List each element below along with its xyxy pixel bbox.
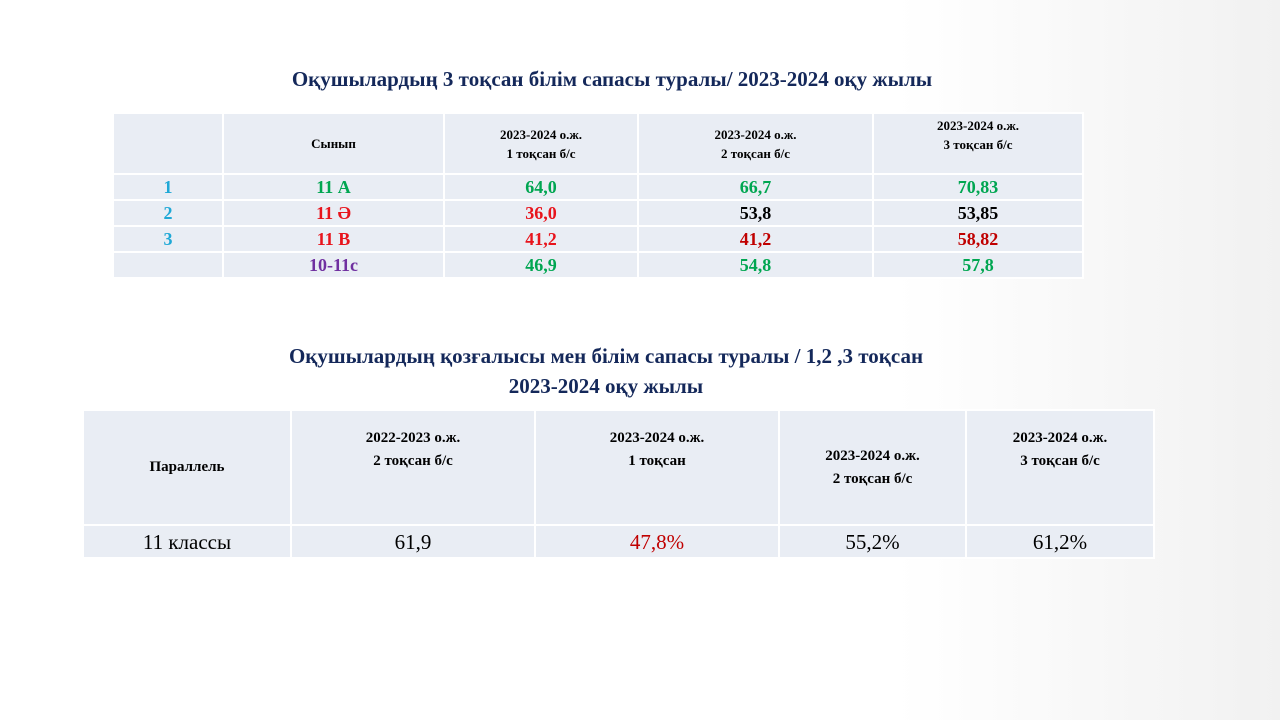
row-2023-q3: 61,2%	[965, 524, 1155, 559]
header-cell-2023-q1: 2023-2024 о.ж. 1 тоқсан	[534, 409, 780, 526]
row-q3: 57,8	[872, 251, 1084, 279]
row-parallel: 11 классы	[82, 524, 292, 559]
row-class: 11 А	[222, 173, 445, 201]
header-cell-q1: 2023-2024 о.ж. 1 тоқсан б/с	[443, 112, 639, 175]
row-2022-q2: 61,9	[290, 524, 536, 559]
table-row: 11 классы 61,9 47,8% 55,2% 61,2%	[82, 524, 1155, 559]
table-row: 10-11с 46,9 54,8 57,8	[112, 251, 1084, 279]
row-class: 11 Ә	[222, 199, 445, 227]
row-q2: 41,2	[637, 225, 874, 253]
row-q2: 53,8	[637, 199, 874, 227]
header-cell-2023-q3: 2023-2024 о.ж. 3 тоқсан б/с	[965, 409, 1155, 526]
quality-table-by-parallel: Параллель 2022-2023 о.ж. 2 тоқсан б/с 20…	[82, 409, 1155, 559]
header-cell-2023-q2: 2023-2024 о.ж. 2 тоқсан б/с	[778, 409, 967, 526]
header-cell-2022-q2: 2022-2023 о.ж. 2 тоқсан б/с	[290, 409, 536, 526]
title-quarter-quality: Оқушылардың 3 тоқсан білім сапасы туралы…	[291, 67, 933, 91]
row-q3: 58,82	[872, 225, 1084, 253]
row-q1: 64,0	[443, 173, 639, 201]
title-line-2: 2023-2024 оқу жылы	[508, 374, 704, 398]
row-q3: 53,85	[872, 199, 1084, 227]
row-q1: 36,0	[443, 199, 639, 227]
row-2023-q2: 55,2%	[778, 524, 967, 559]
row-q2: 66,7	[637, 173, 874, 201]
header-cell-parallel: Параллель	[82, 409, 292, 526]
row-number: 1	[112, 173, 224, 201]
title-line-1: Оқушылардың қозғалысы мен білім сапасы т…	[288, 344, 924, 368]
table-header-row: Параллель 2022-2023 о.ж. 2 тоқсан б/с 20…	[82, 409, 1155, 526]
row-q3: 70,83	[872, 173, 1084, 201]
table-row: 2 11 Ә 36,0 53,8 53,85	[112, 199, 1084, 227]
row-q2: 54,8	[637, 251, 874, 279]
row-q1: 46,9	[443, 251, 639, 279]
table-header-row: Сынып 2023-2024 о.ж. 1 тоқсан б/с 2023-2…	[112, 112, 1084, 175]
row-2023-q1: 47,8%	[534, 524, 780, 559]
row-number	[112, 251, 224, 279]
table-row: 1 11 А 64,0 66,7 70,83	[112, 173, 1084, 201]
row-number: 3	[112, 225, 224, 253]
header-cell-number	[112, 112, 224, 175]
header-cell-q3: 2023-2024 о.ж. 3 тоқсан б/с	[872, 112, 1084, 175]
header-cell-q2: 2023-2024 о.ж. 2 тоқсан б/с	[637, 112, 874, 175]
header-cell-class: Сынып	[222, 112, 445, 175]
row-q1: 41,2	[443, 225, 639, 253]
row-class: 11 В	[222, 225, 445, 253]
row-number: 2	[112, 199, 224, 227]
quality-table-by-class: Сынып 2023-2024 о.ж. 1 тоқсан б/с 2023-2…	[112, 112, 1084, 279]
table-row: 3 11 В 41,2 41,2 58,82	[112, 225, 1084, 253]
row-class: 10-11с	[222, 251, 445, 279]
title-movement-quality: Оқушылардың қозғалысы мен білім сапасы т…	[0, 341, 1212, 401]
